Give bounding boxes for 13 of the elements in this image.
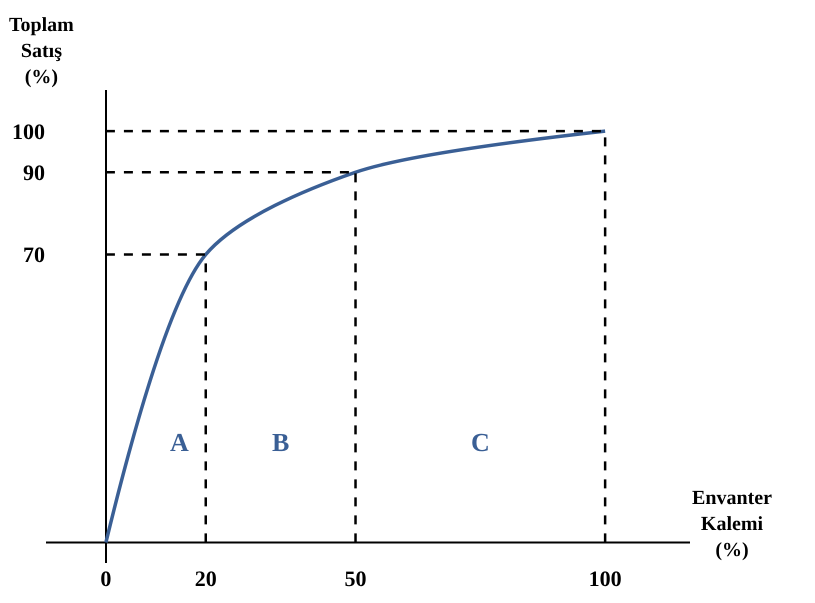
x-tick-label: 50 [344,566,367,591]
y-tick-label: 90 [23,160,45,185]
x-tick-label: 0 [100,566,112,591]
x-tick-label: 20 [194,566,217,591]
x-axis-title: Envanter Kalemi (%) [692,487,772,561]
annotation: B [272,428,290,457]
y-axis-title: Toplam Satış (%) [9,14,74,88]
y-tick-label: 70 [23,242,45,268]
line-series [104,129,607,544]
y-tick-label: 100 [12,118,45,144]
x-tick-label: 100 [588,566,622,591]
annotation: C [471,428,490,457]
annotation: A [170,428,189,457]
